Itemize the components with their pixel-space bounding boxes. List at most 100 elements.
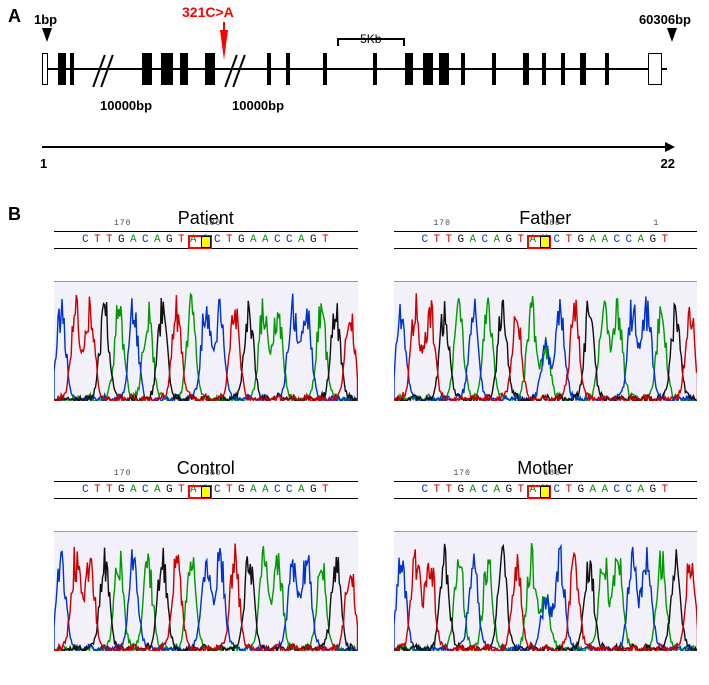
mutation-label: 321C>A [182,4,234,20]
base: A [248,234,260,246]
base: T [92,484,104,496]
exon [323,53,327,85]
base: A [587,234,599,246]
base: G [455,484,467,496]
exon [373,53,377,85]
base: T [563,234,575,246]
base: T [176,234,188,246]
panel-b: B Patient170180CTTGACAGTACCTGAACCAGTFath… [12,208,697,677]
tick-label: 170 [114,219,131,228]
chromatogram: Mother170180CTTGACAGTAMCTGAACCAGT [394,458,698,678]
exon [180,53,188,85]
base: G [308,234,320,246]
base: T [431,484,443,496]
gap-label-2: 10000bp [232,98,284,113]
panel-a: A 1bp 60306bp 321C>A 5Kb 10000bp 10000bp… [12,8,697,173]
figure: A 1bp 60306bp 321C>A 5Kb 10000bp 10000bp… [0,0,709,685]
base: T [563,484,575,496]
axis-break-icon [98,54,116,84]
trace-svg [394,282,698,401]
end-arrow-icon [667,28,677,42]
axis-break-icon [230,54,248,84]
highlight-inner [201,486,211,498]
base: C [623,234,635,246]
gene-track [42,68,667,70]
trace-area [394,281,698,401]
exon [205,53,215,85]
exon [648,53,662,85]
base: C [80,234,92,246]
exon [523,53,529,85]
sequence-row: 170180CTTGACAGTAMCTGAACCAGT [394,481,698,499]
base: G [503,234,515,246]
trace-svg [394,532,698,651]
trace-svg [54,282,358,401]
base: C [611,484,623,496]
base: G [575,484,587,496]
gap-label-1: 10000bp [100,98,152,113]
tick-label: 170 [454,469,471,478]
base: T [92,234,104,246]
base: T [104,234,116,246]
base: G [455,234,467,246]
panel-b-label: B [8,204,21,225]
base: T [515,234,527,246]
base: G [503,484,515,496]
exon [70,53,74,85]
tick-label: 180 [544,219,561,228]
base: C [212,234,224,246]
tick-labels: 170 180 [54,219,358,231]
tick-labels: 170 180 [54,469,358,481]
exon [461,53,465,85]
base: G [164,484,176,496]
base: C [479,484,491,496]
exon [492,53,496,85]
tick-label: 180 [204,219,221,228]
base: A [152,234,164,246]
base: A [491,234,503,246]
base: A [296,234,308,246]
base: T [443,484,455,496]
base: A [467,234,479,246]
tick-labels: 1701801 [394,219,698,231]
exon [58,53,66,85]
exon [542,53,546,85]
exon [286,53,290,85]
exon [405,53,413,85]
base: T [431,234,443,246]
base: T [659,234,671,246]
base: T [515,484,527,496]
base: C [479,234,491,246]
exon [561,53,565,85]
base: T [224,234,236,246]
tick-labels: 170 180 [394,469,698,481]
coord-axis [42,146,667,148]
chromatogram: Patient170180CTTGACAGTACCTGAACCAGT [54,208,358,428]
tick-label: 180 [544,469,561,478]
base: C [140,484,152,496]
base: A [635,234,647,246]
trace-svg [54,532,358,651]
end-bp-label: 60306bp [639,12,691,27]
base: A [599,234,611,246]
start-bp-label: 1bp [34,12,57,27]
base: G [116,484,128,496]
base: G [236,234,248,246]
tick-label: 170 [114,469,131,478]
base: A [587,484,599,496]
base: C [611,234,623,246]
mutation-arrow-icon [220,30,228,60]
base: A [128,234,140,246]
tick-label: 180 [204,469,221,478]
base: C [284,484,296,496]
base: G [164,234,176,246]
base: A [260,234,272,246]
scale-label: 5Kb [360,32,381,46]
base: A [467,484,479,496]
trace-area [54,531,358,651]
base: A [599,484,611,496]
exon [580,53,586,85]
base: C [623,484,635,496]
chromatogram-grid: Patient170180CTTGACAGTACCTGAACCAGTFather… [54,208,697,677]
base: T [443,234,455,246]
